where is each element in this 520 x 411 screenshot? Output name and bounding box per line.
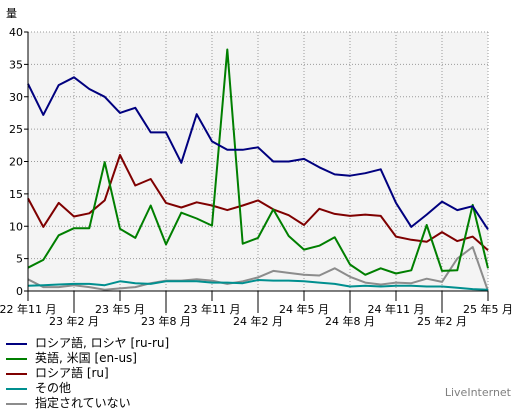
x-tick-label: 25 年2 月 <box>417 314 467 328</box>
legend-label: 英語, 米国 [en-us] <box>35 351 137 365</box>
legend-swatch <box>6 402 27 405</box>
x-tick-label: 24 年5 月 <box>279 302 329 316</box>
legend-swatch <box>6 342 27 345</box>
y-tick-label: 20 <box>9 156 23 169</box>
y-tick-label: 5 <box>16 253 23 266</box>
legend: ロシア語, ロシヤ [ru-ru] 英語, 米国 [en-us] ロシア語 [r… <box>6 336 169 411</box>
x-tick-label: 23 年11 月 <box>184 302 241 316</box>
brand-label[interactable]: LiveInternet <box>444 386 511 399</box>
x-tick-label: 24 年11 月 <box>368 302 425 316</box>
legend-swatch <box>6 387 27 390</box>
y-axis-label: 量 <box>6 7 17 20</box>
series-line <box>27 48 489 276</box>
x-axis-ticks: 22 年11 月23 年2 月23 年5 月23 年8 月23 年11 月24 … <box>0 291 513 328</box>
x-tick-label: 24 年2 月 <box>233 314 283 328</box>
legend-item: その他 <box>6 381 169 396</box>
y-tick-label: 35 <box>9 58 23 71</box>
x-tick-label: 24 年8 月 <box>325 314 375 328</box>
y-tick-label: 15 <box>9 188 23 201</box>
series-line <box>27 279 489 291</box>
legend-item: ロシア語, ロシヤ [ru-ru] <box>6 336 169 351</box>
series-line <box>27 154 489 251</box>
legend-label: ロシア語, ロシヤ [ru-ru] <box>35 336 170 350</box>
y-tick-label: 40 <box>9 26 23 39</box>
y-tick-label: 30 <box>9 91 23 104</box>
legend-label: その他 <box>35 381 72 395</box>
y-tick-label: 10 <box>9 220 23 233</box>
series-lines <box>27 48 489 292</box>
legend-swatch <box>6 372 27 375</box>
legend-label: 指定されていない <box>35 396 131 410</box>
legend-item: ロシア語 [ru] <box>6 366 169 381</box>
x-tick-label: 23 年5 月 <box>95 302 145 316</box>
legend-item: 英語, 米国 [en-us] <box>6 351 169 366</box>
y-axis-ticks: 0 5 10 15 20 25 30 35 40 <box>9 26 28 298</box>
x-tick-label: 22 年11 月 <box>0 302 57 316</box>
legend-swatch <box>6 357 27 360</box>
y-tick-label: 25 <box>9 123 23 136</box>
x-tick-label: 25 年5 月 <box>463 302 513 316</box>
x-tick-label: 23 年2 月 <box>49 314 99 328</box>
legend-item: 指定されていない <box>6 396 169 411</box>
y-tick-label: 0 <box>16 285 23 298</box>
legend-label: ロシア語 [ru] <box>35 366 109 380</box>
x-tick-label: 23 年8 月 <box>141 314 191 328</box>
series-line <box>27 76 489 231</box>
series-line <box>27 246 489 292</box>
